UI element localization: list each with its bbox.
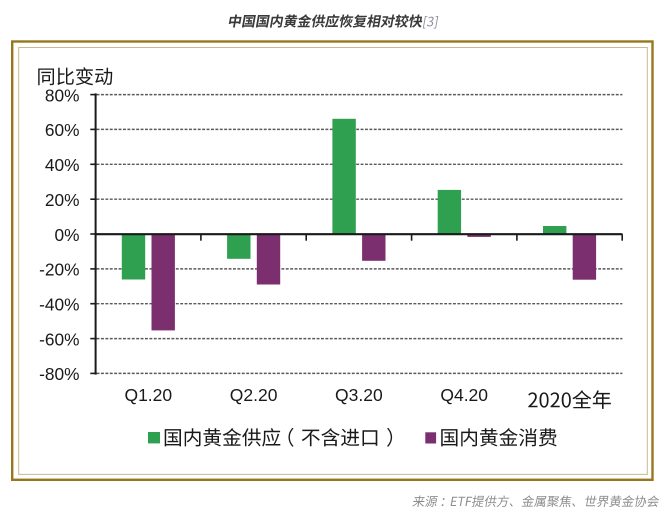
svg-text:80%: 80% — [45, 85, 80, 105]
svg-text:-60%: -60% — [39, 329, 79, 349]
svg-text:20%: 20% — [45, 190, 80, 210]
svg-text:-20%: -20% — [39, 260, 79, 280]
svg-text:Q2.20: Q2.20 — [230, 385, 278, 405]
svg-text:0%: 0% — [55, 225, 80, 245]
svg-text:Q4.20: Q4.20 — [440, 385, 488, 405]
svg-text:40%: 40% — [45, 155, 80, 175]
svg-text:Q1.20: Q1.20 — [124, 385, 172, 405]
svg-text:-80%: -80% — [39, 364, 79, 384]
svg-text:Q3.20: Q3.20 — [335, 385, 383, 405]
svg-text:60%: 60% — [45, 120, 80, 140]
svg-text:-40%: -40% — [39, 295, 79, 315]
